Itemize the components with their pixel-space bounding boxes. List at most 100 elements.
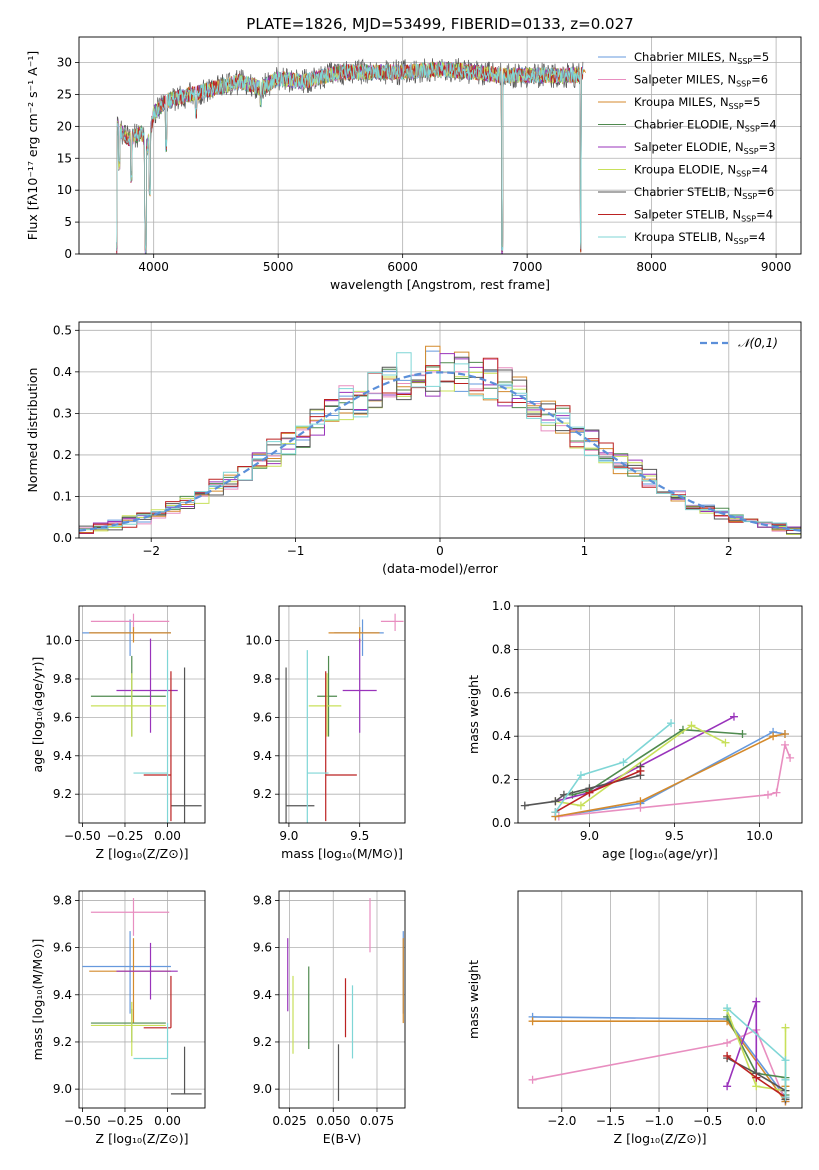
weight-marker	[781, 1093, 790, 1102]
x-tick-label: 0.0	[747, 1114, 766, 1128]
y-tick-label: 9.2	[53, 1035, 72, 1049]
weight-marker	[781, 1023, 790, 1032]
y-tick-label: 0.4	[53, 365, 72, 379]
errorbars	[82, 613, 202, 823]
axes-weight-vs-Z: −2.0 −1.5 −1.0 −0.5 0.0 Z [log₁₀(Z/Z⊙)] mass w…	[466, 890, 803, 1146]
y-tick-label: 9.0	[253, 1082, 272, 1096]
axes-frame	[517, 605, 803, 824]
y-axis-label: age [log₁₀(age/yr)]	[30, 657, 45, 773]
axes-frame	[517, 890, 803, 1109]
y-tick-label: 10	[57, 183, 72, 197]
axes-frame	[78, 890, 206, 1109]
legend-label: Kroupa STELIB, NSSP=4	[634, 230, 765, 246]
x-axis-label: mass [log₁₀(M/M⊙)]	[281, 846, 403, 861]
x-tick-label: 9.0	[279, 829, 298, 843]
x-tick-label: 10.0	[746, 829, 773, 843]
errorbar-chabrier-miles	[82, 619, 171, 656]
x-axis-label: E(B-V)	[323, 1131, 362, 1146]
y-tick-label: 9.8	[253, 893, 272, 907]
x-tick-label: 9.0	[580, 829, 599, 843]
y-tick-label: 9.6	[53, 941, 72, 955]
y-tick-label: 9.8	[253, 672, 272, 686]
y-tick-label: 9.4	[53, 749, 72, 763]
weight-marker	[780, 730, 789, 739]
y-tick-label: 0.0	[492, 816, 511, 830]
x-tick-label: 9.5	[665, 829, 684, 843]
y-tick-label: 15	[57, 151, 72, 165]
weight-marker	[752, 1073, 761, 1082]
y-tick-label: 9.6	[253, 710, 272, 724]
y-tick-label: 0.4	[492, 729, 511, 743]
legend-label: Salpeter STELIB, NSSP=4	[634, 208, 773, 224]
x-tick-label: 0.00	[154, 829, 181, 843]
x-tick-label: 0	[436, 544, 444, 558]
x-tick-label: −0.25	[107, 829, 144, 843]
weight-marker	[752, 1082, 761, 1091]
errorbars	[285, 613, 404, 823]
errorbar-kroupa-elodie	[90, 1001, 166, 1057]
axes-mass-vs-EBV: 0.025 0.050 0.075 9.0 9.2 9.4 9.6 9.8 E(B-V)	[253, 890, 406, 1146]
y-axis-label: mass [log₁₀(M/M⊙)]	[30, 939, 45, 1061]
axes-age-vs-Z: −0.50 −0.25 0.00 9.2 9.4 9.6 9.8 10.0 Z [log₁₀(Z…	[30, 605, 206, 861]
axes-frame	[278, 605, 406, 824]
errorbar-kroupa-elodie	[90, 673, 166, 737]
x-tick-label: −1.0	[644, 1114, 673, 1128]
x-tick-label: 9.5	[350, 829, 369, 843]
x-tick-label: 0.00	[154, 1114, 181, 1128]
errorbar-salpeter-stelib	[143, 975, 172, 1029]
spectrum-lines	[115, 58, 586, 254]
y-tick-label: 5	[64, 215, 72, 229]
axes-frame	[78, 605, 206, 824]
legend-label: Chabrier ELODIE, NSSP=4	[634, 118, 777, 134]
x-tick-label: 0.025	[272, 1114, 306, 1128]
axes-spectrum: 4000 5000 6000 7000 8000 9000 0 5 10 15 20 25 30 wave…	[25, 36, 802, 292]
y-axis-label: mass weight	[466, 960, 481, 1039]
y-axis-label: mass weight	[466, 675, 481, 754]
y-tick-label: 9.2	[53, 787, 72, 801]
x-axis-label: wavelength [Angstrom, rest frame]	[330, 277, 550, 292]
errorbar-kroupa-elodie	[308, 673, 342, 737]
y-tick-label: 9.6	[253, 941, 272, 955]
x-tick-label: 5000	[263, 260, 294, 274]
errorbar-chabrier-stelib	[285, 667, 315, 823]
x-tick-label: −1.5	[596, 1114, 625, 1128]
weight-marker	[619, 758, 628, 767]
weight-marker	[667, 719, 676, 728]
x-tick-label: 4000	[138, 260, 169, 274]
weight-marker	[780, 740, 789, 749]
errorbar-kroupa-stelib	[133, 1023, 169, 1060]
y-tick-label: 9.4	[253, 749, 272, 763]
axes-mass-vs-Z: −0.50 −0.25 0.00 9.0 9.2 9.4 9.6 9.8 Z [log₁₀(Z/…	[30, 890, 206, 1146]
y-tick-label: 0.3	[53, 406, 72, 420]
x-tick-label: −1	[287, 544, 305, 558]
y-tick-label: 9.8	[53, 893, 72, 907]
x-tick-label: −0.25	[107, 1114, 144, 1128]
errorbar-kroupa-stelib	[306, 650, 329, 823]
weight-line-kroupa-miles	[555, 733, 786, 818]
errorbar-salpeter-elodie	[342, 638, 377, 733]
x-tick-label: 6000	[387, 260, 418, 274]
errorbar-salpeter-miles	[380, 613, 404, 631]
errorbar-salpeter-elodie	[116, 638, 178, 733]
weight-marker	[585, 788, 594, 797]
weight-marker	[636, 766, 645, 775]
x-tick-label: −0.50	[64, 1114, 101, 1128]
weight-marker	[723, 1038, 732, 1047]
legend-label: Salpeter ELODIE, NSSP=3	[634, 140, 776, 156]
x-axis-label: Z [log₁₀(Z/Z⊙)]	[96, 846, 189, 861]
weight-marker	[786, 753, 795, 762]
y-tick-label: 10.0	[245, 634, 272, 648]
weight-marker	[769, 732, 778, 741]
weight-marker	[738, 730, 747, 739]
weight-marker	[723, 1051, 732, 1060]
legend-label: Chabrier MILES, NSSP=5	[634, 50, 769, 66]
weight-marker	[551, 797, 560, 806]
legend-label: 𝒩(0,1)	[738, 336, 778, 350]
axes-frame	[78, 36, 802, 255]
weight-marker	[723, 1004, 732, 1013]
errorbar-kroupa-stelib	[133, 650, 169, 823]
spectrum-legend: Chabrier MILES, NSSP=5 Salpeter MILES, NS…	[598, 50, 777, 246]
x-tick-label: 8000	[636, 260, 667, 274]
axes-residuals: −2 −1 0 1 2 0.0 0.1 0.2 0.3 0.4 0.5 (data-model)/er…	[25, 321, 802, 576]
legend-label: Salpeter MILES, NSSP=6	[634, 73, 768, 89]
